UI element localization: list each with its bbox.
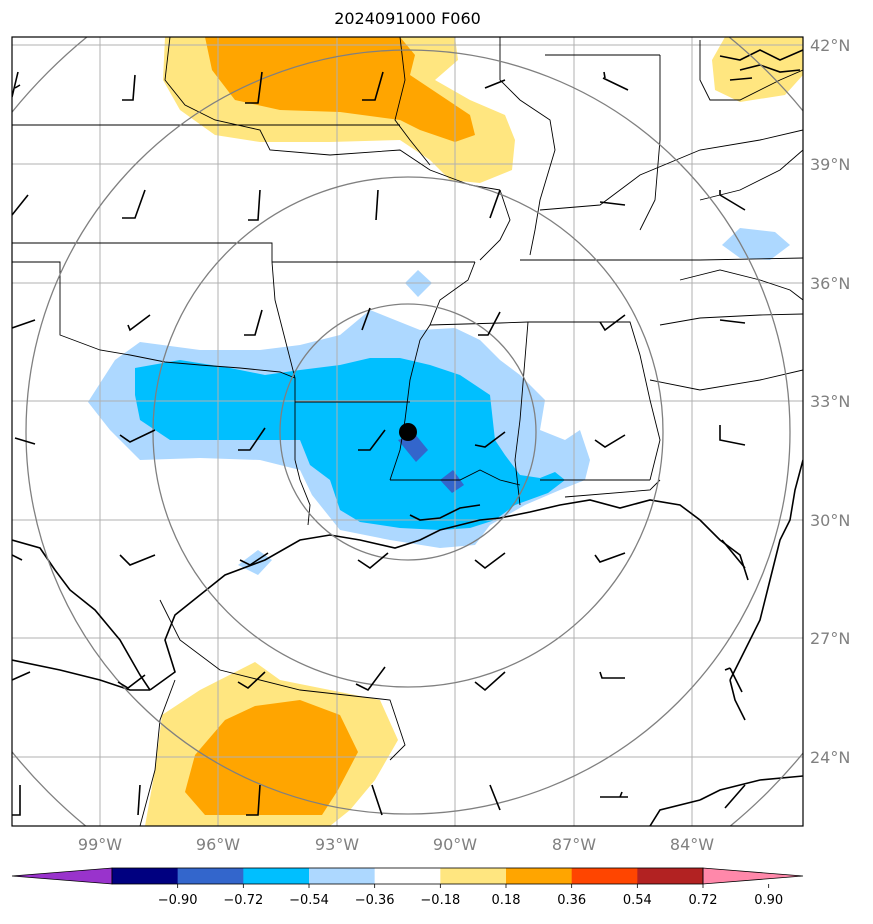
colorbar-tick-label: 0.54 [623, 893, 652, 908]
lon-label: 93°W [315, 835, 359, 854]
colorbar-tick-label: −0.90 [158, 893, 198, 908]
map-title: 2024091000 F060 [334, 9, 481, 28]
anomaly-fill-north-positive [163, 37, 515, 183]
colorbar-segment [506, 868, 572, 884]
colorbar-tick-label: −0.54 [289, 893, 329, 908]
lat-label: 27°N [810, 629, 850, 648]
latitude-labels: 42°N 39°N 36°N 33°N 30°N 27°N 24°N [810, 36, 850, 767]
colorbar-tick-label: 0.18 [492, 893, 521, 908]
colorbar-tick-label: −0.36 [355, 893, 395, 908]
colorbar-tick-label: 0.90 [754, 893, 783, 908]
colorbar: −0.90 −0.72 −0.54 −0.36 −0.18 0.18 0.36 0.54 0.7… [11, 867, 804, 908]
station-marker[interactable] [399, 423, 417, 441]
wind-barbs [12, 71, 753, 816]
colorbar-extend-high [702, 867, 804, 885]
colorbar-segment [177, 868, 244, 884]
colorbar-segment [243, 868, 310, 884]
lat-label: 30°N [810, 511, 850, 530]
graticule [12, 37, 803, 826]
lat-label: 39°N [810, 155, 850, 174]
coastline [12, 49, 803, 826]
colorbar-segment [374, 868, 441, 884]
lat-label: 36°N [810, 274, 850, 293]
colorbar-segment [571, 868, 638, 884]
lon-label: 87°W [552, 835, 596, 854]
colorbar-segment [112, 868, 178, 884]
lat-label: 33°N [810, 392, 850, 411]
colorbar-extend-low [11, 867, 113, 885]
lon-label: 99°W [78, 835, 122, 854]
colorbar-tick-label: 0.72 [689, 893, 718, 908]
map-frame [11, 36, 804, 827]
colorbar-outline [111, 867, 704, 885]
colorbar-segment [440, 868, 507, 884]
colorbar-segment [637, 868, 704, 884]
anomaly-fill-northeast-positive [712, 37, 803, 102]
lon-label: 90°W [433, 835, 477, 854]
lon-label: 84°W [670, 835, 714, 854]
colorbar-tick-label: −0.72 [223, 893, 263, 908]
colorbar-tick-label: −0.18 [420, 893, 460, 908]
lon-label: 96°W [196, 835, 240, 854]
colorbar-segment [309, 868, 375, 884]
longitude-labels: 99°W 96°W 93°W 90°W 87°W 84°W [78, 835, 714, 854]
lat-label: 24°N [810, 748, 850, 767]
lat-label: 42°N [810, 36, 850, 55]
colorbar-tick-label: 0.36 [557, 893, 586, 908]
